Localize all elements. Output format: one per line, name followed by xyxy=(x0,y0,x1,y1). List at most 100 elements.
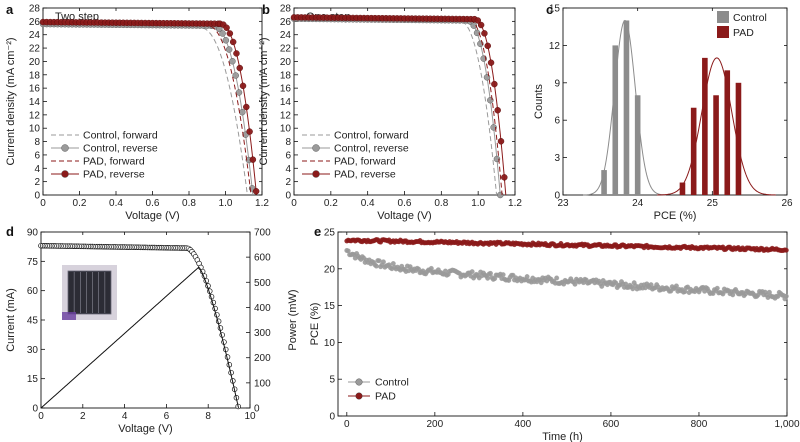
x-tick-label: 0.4 xyxy=(361,198,375,209)
jv-point-3 xyxy=(236,64,243,72)
x-tick-label: 0.8 xyxy=(182,198,196,209)
y-tick-label: 18 xyxy=(29,70,41,81)
y-tick-label: 15 xyxy=(324,301,336,312)
x-tick-label: 0 xyxy=(38,411,44,422)
jv-point-1 xyxy=(225,46,233,53)
panel-b-one-step-jv: 0 0.2 0.4 0.6 0.8 1.0 1.2024681012141618202224… xyxy=(258,2,522,222)
x-tick-label: 800 xyxy=(691,419,708,430)
y-tick-label: 12 xyxy=(29,110,41,121)
x-tick-label: 25 xyxy=(707,198,719,209)
x-axis-label: Voltage (V) xyxy=(377,210,431,222)
jv-point-1 xyxy=(219,30,226,37)
y2-tick-label: 600 xyxy=(254,253,271,264)
stability-point-0 xyxy=(599,283,605,289)
legend-marker-3 xyxy=(61,170,69,178)
hist-bar-0 xyxy=(623,20,630,195)
stability-point-0 xyxy=(783,293,789,299)
x-tick-label: 26 xyxy=(781,198,793,209)
hist-bar-0 xyxy=(601,170,607,195)
legend-marker-0 xyxy=(355,378,363,386)
y-tick-label: 16 xyxy=(280,84,292,95)
y-tick-label: 18 xyxy=(280,70,292,81)
x-tick-label: 0.4 xyxy=(109,198,123,209)
y-tick-label: 12 xyxy=(549,41,561,52)
x-tick-label: 0.6 xyxy=(146,198,160,209)
x-tick-label: 0.8 xyxy=(434,198,448,209)
jv-point-1 xyxy=(487,96,494,104)
y-tick-label: 20 xyxy=(324,264,336,275)
stability-point-0 xyxy=(380,259,386,265)
hist-bar-1 xyxy=(735,82,742,195)
x-tick-label: 1.0 xyxy=(219,198,233,209)
y-tick-label: 6 xyxy=(285,150,291,161)
stability-point-1 xyxy=(783,247,789,253)
y-tick-label: 24 xyxy=(29,30,41,41)
y-tick-label: 0 xyxy=(34,191,40,202)
y-tick-label: 22 xyxy=(29,44,41,55)
y2-tick-label: 400 xyxy=(254,303,271,314)
stability-point-0 xyxy=(488,270,493,276)
y-tick-label: 26 xyxy=(280,17,292,28)
hist-bar-1 xyxy=(713,95,719,195)
y-tick-label: 15 xyxy=(27,374,39,385)
x-tick-label: 0.6 xyxy=(398,198,412,209)
legend-label-1: PAD xyxy=(733,27,754,39)
y-tick-label: 16 xyxy=(29,84,41,95)
x-tick-label: 0 xyxy=(344,419,350,430)
stability-point-0 xyxy=(376,258,382,264)
jv-point-3 xyxy=(252,188,260,195)
x-tick-label: 1.2 xyxy=(508,198,522,209)
stability-point-0 xyxy=(554,275,560,281)
jv-point-3 xyxy=(239,82,247,90)
stability-point-0 xyxy=(572,281,578,287)
jv-point-3 xyxy=(226,30,234,37)
jv-point-3 xyxy=(487,59,495,66)
legend-label-2: PAD, forward xyxy=(83,156,145,168)
stability-point-0 xyxy=(485,275,491,281)
x-tick-label: 1,000 xyxy=(774,419,799,430)
y-tick-label: 4 xyxy=(285,164,291,175)
y-axis-label: Current (mA) xyxy=(5,288,17,352)
jv-curve-1 xyxy=(293,18,501,196)
x-tick-label: 0 xyxy=(291,198,297,209)
power-curve xyxy=(40,266,239,409)
jv-point-3 xyxy=(229,38,237,46)
y-tick-label: 75 xyxy=(27,257,39,268)
x-tick-label: 0 xyxy=(40,198,46,209)
y-tick-label: 10 xyxy=(280,124,292,135)
jv-point-1 xyxy=(222,37,230,44)
y2-tick-label: 500 xyxy=(254,278,271,289)
legend-label-2: PAD, forward xyxy=(334,156,396,168)
x-axis-label: Time (h) xyxy=(542,431,583,442)
stability-point-0 xyxy=(524,274,530,280)
panel-letter: a xyxy=(6,2,14,17)
x-tick-label: 0.2 xyxy=(73,198,87,209)
y-tick-label: 10 xyxy=(324,338,336,349)
legend-label-0: Control, forward xyxy=(83,130,158,142)
y-axis-label: Current density (mA cm⁻²) xyxy=(5,37,17,165)
y-tick-label: 8 xyxy=(285,137,291,148)
jv-curve-0 xyxy=(42,25,248,196)
legend-label-0: Control xyxy=(733,12,767,24)
y-tick-label: 30 xyxy=(27,345,39,356)
jv-point-3 xyxy=(497,138,505,145)
y2-tick-label: 0 xyxy=(254,404,260,415)
legend-marker-1 xyxy=(355,392,363,400)
y-tick-label: 15 xyxy=(549,4,561,15)
stability-point-0 xyxy=(673,283,679,289)
jv-point-1 xyxy=(239,108,246,116)
x-tick-label: 10 xyxy=(244,411,256,422)
jv-curve-2 xyxy=(293,17,503,196)
y-tick-label: 2 xyxy=(285,177,291,188)
fit-curve-0 xyxy=(583,19,667,196)
jv-point-1 xyxy=(490,124,497,131)
x-tick-label: 4 xyxy=(122,411,128,422)
y-tick-label: 4 xyxy=(34,164,40,175)
y-tick-label: 3 xyxy=(554,153,560,164)
jv-point-1 xyxy=(235,89,243,96)
y-tick-label: 24 xyxy=(280,30,292,41)
y-tick-label: 26 xyxy=(29,17,41,28)
module-cell-area xyxy=(67,270,112,315)
y2-axis-label: Power (mW) xyxy=(287,289,299,350)
